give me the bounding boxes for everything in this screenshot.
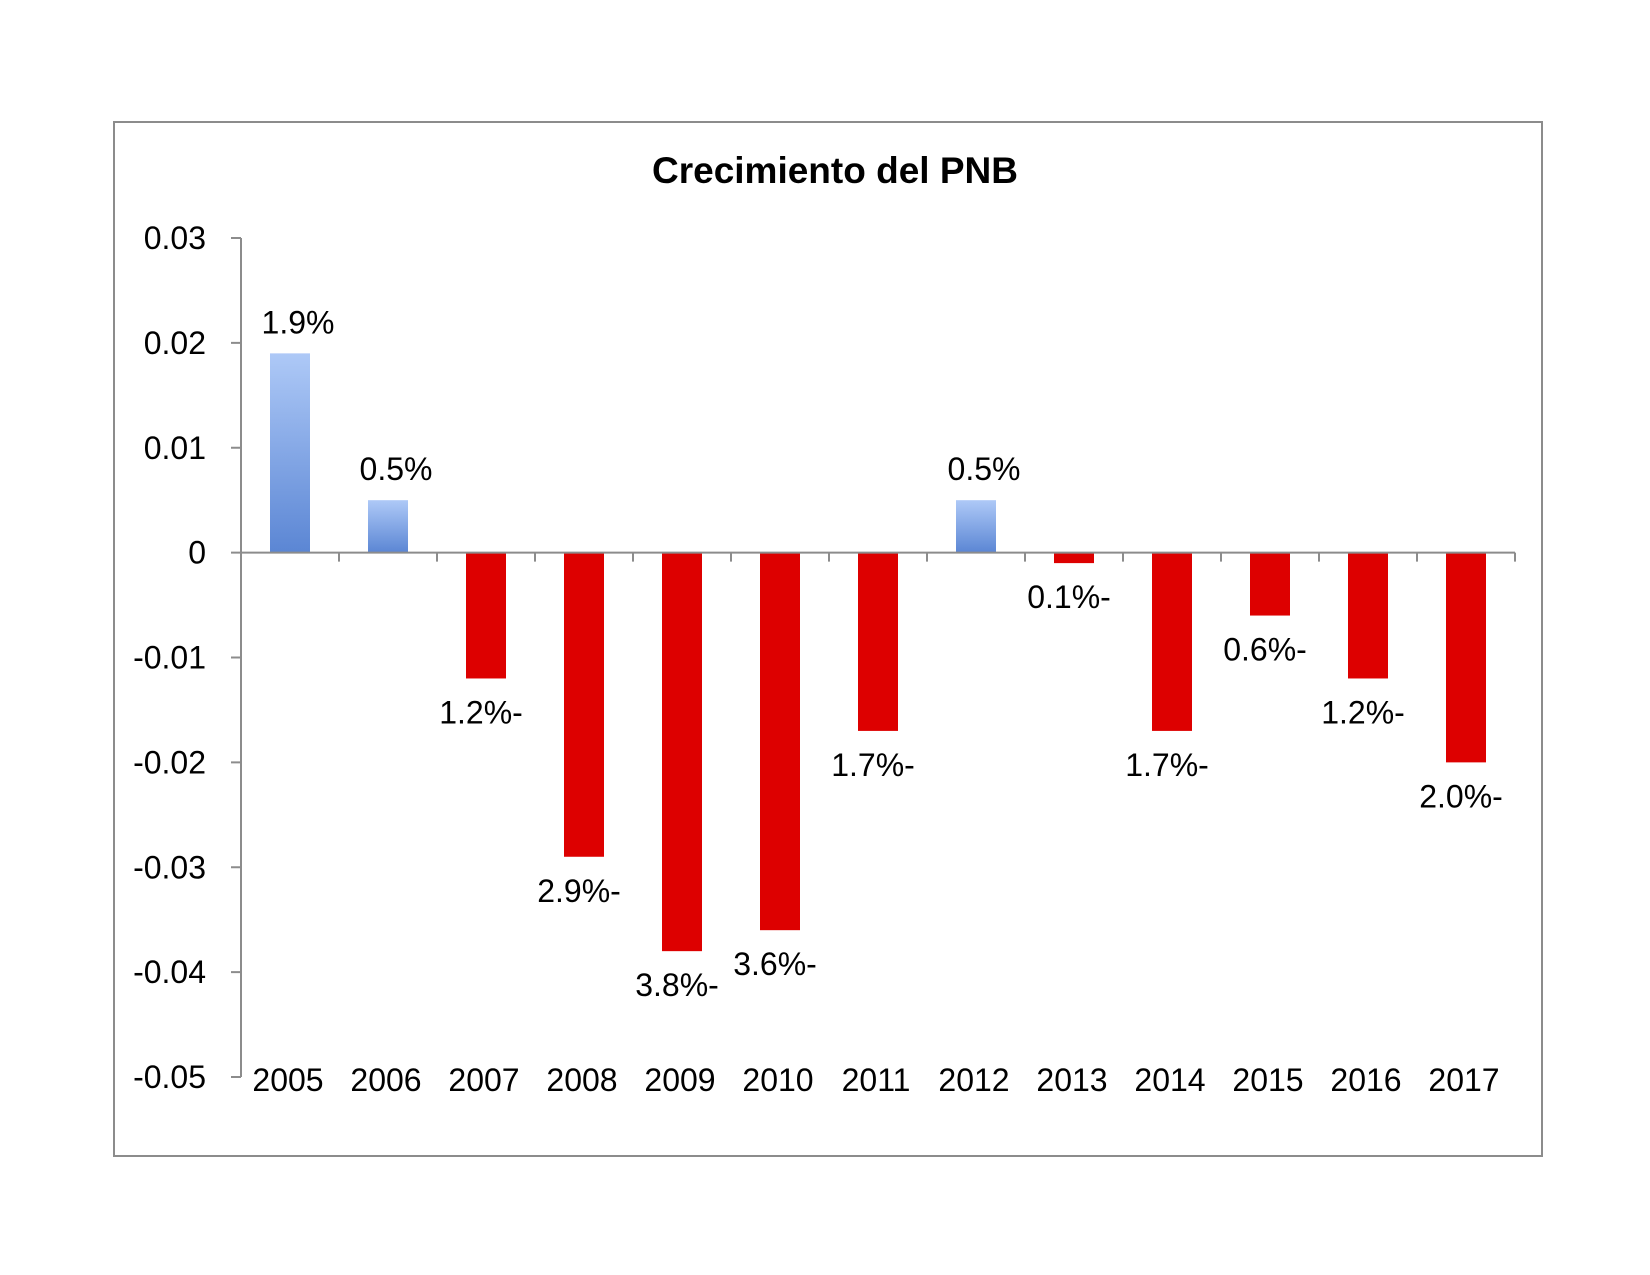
data-label: 1.2%-: [1321, 694, 1405, 730]
bar-2011: [858, 552, 898, 731]
x-tick-label: 2017: [1428, 1062, 1499, 1098]
data-label: 1.9%: [262, 304, 335, 340]
x-tick-label: 2015: [1232, 1062, 1303, 1098]
x-tick-label: 2005: [252, 1062, 323, 1098]
data-label: 0.6%-: [1223, 632, 1307, 668]
data-label: 1.7%-: [1125, 747, 1209, 783]
y-tick-label: -0.01: [133, 640, 206, 676]
bar-2015: [1250, 552, 1290, 616]
x-tick-label: 2011: [842, 1062, 911, 1098]
y-axis-ticks: 0.03 0.02 0.01 0 -0.01 -0.02 -0.03 -0.04 -0.05: [133, 220, 206, 1095]
bar-2013: [1054, 552, 1094, 564]
bar-2012: [956, 500, 996, 553]
data-label: 2.9%-: [537, 873, 621, 909]
chart-frame: Crecimiento del PNB 0.03 0.02 0.01 0 -0.01 -0…: [113, 121, 1543, 1157]
y-tick-label: -0.03: [133, 849, 206, 885]
bar-2016: [1348, 552, 1388, 679]
x-tick-label: 2007: [448, 1062, 519, 1098]
bar-2008: [564, 552, 604, 857]
data-label: 3.8%-: [635, 967, 719, 1003]
x-tick-label: 2008: [546, 1062, 617, 1098]
y-tick-label: 0: [188, 535, 206, 571]
data-label: 2.0%-: [1419, 778, 1503, 814]
x-tick-label: 2012: [938, 1062, 1009, 1098]
y-tick-label: 0.01: [144, 430, 206, 466]
data-label: 0.5%: [948, 451, 1021, 487]
bar-2017: [1446, 552, 1486, 763]
data-label: 0.5%: [360, 451, 433, 487]
bar-2014: [1152, 552, 1192, 731]
y-tick-label: -0.02: [133, 744, 206, 780]
x-tick-label: 2010: [742, 1062, 813, 1098]
y-tick-label: 0.02: [144, 325, 206, 361]
chart-title: Crecimiento del PNB: [652, 150, 1018, 191]
bar-chart: Crecimiento del PNB 0.03 0.02 0.01 0 -0.01 -0…: [133, 150, 1516, 1098]
bar-2006: [368, 500, 408, 553]
bars: [270, 353, 1486, 952]
bar-2009: [662, 552, 702, 952]
x-tick-label: 2013: [1036, 1062, 1107, 1098]
x-tick-label: 2014: [1134, 1062, 1205, 1098]
x-axis-ticks: 2005 2006 2007 2008 2009 2010 2011 2012 2013 2014…: [252, 1062, 1499, 1098]
data-label: 1.2%-: [439, 694, 523, 730]
data-label: 3.6%-: [733, 946, 817, 982]
data-label: 0.1%-: [1027, 579, 1111, 615]
axes: [231, 237, 1516, 1078]
x-tick-label: 2009: [644, 1062, 715, 1098]
y-tick-label: 0.03: [144, 220, 206, 256]
x-tick-label: 2016: [1330, 1062, 1401, 1098]
y-tick-label: -0.04: [133, 954, 206, 990]
data-labels: 1.9% 0.5% 1.2%- 2.9%- 3.8%- 3.6%- 1.7%- 0.5% 0.1…: [262, 304, 1503, 1003]
y-tick-label: -0.05: [133, 1059, 206, 1095]
bar-2005: [270, 353, 310, 553]
bar-2010: [760, 552, 800, 931]
x-tick-label: 2006: [350, 1062, 421, 1098]
data-label: 1.7%-: [831, 747, 915, 783]
bar-2007: [466, 552, 506, 679]
